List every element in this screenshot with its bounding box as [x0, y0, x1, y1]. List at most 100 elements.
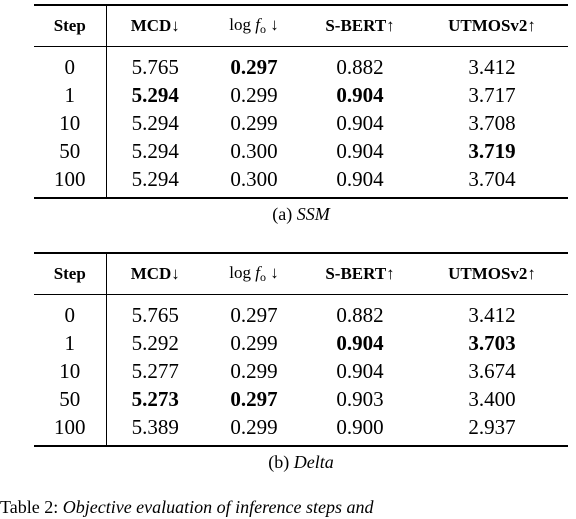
table-row: 10 5.277 0.299 0.904 3.674: [34, 357, 568, 385]
cell-sbert: 0.904: [336, 331, 384, 355]
header-utmos: UTMOSv2↑: [448, 16, 536, 35]
cell-log-f0: 0.299: [230, 359, 278, 383]
cell-step: 10: [34, 357, 107, 385]
cell-sbert: 0.903: [336, 387, 384, 411]
cell-log-f0: 0.299: [230, 111, 278, 135]
cell-utmos: 3.412: [468, 55, 516, 79]
cell-log-f0: 0.300: [230, 139, 278, 163]
table-body: 0 5.765 0.297 0.882 3.412 1 5.292 0.299 …: [34, 295, 568, 445]
header-step: Step: [34, 254, 107, 294]
cell-mcd: 5.294: [131, 111, 179, 135]
cell-step: 50: [34, 137, 107, 165]
cell-sbert: 0.904: [336, 139, 384, 163]
caption-name: Delta: [293, 452, 334, 472]
cell-mcd: 5.294: [131, 167, 179, 191]
cell-log-f0: 0.299: [230, 415, 278, 439]
cell-log-f0: 0.297: [230, 303, 278, 327]
metrics-body-table: 0 5.765 0.297 0.882 3.412 1 5.294 0.299 …: [34, 47, 569, 197]
header-log-f0-sub: o: [259, 270, 266, 284]
table-body: 0 5.765 0.297 0.882 3.412 1 5.294 0.299 …: [34, 47, 568, 197]
cell-sbert: 0.882: [336, 303, 384, 327]
cell-sbert: 0.904: [336, 359, 384, 383]
table-caption: Table 2: Objective evaluation of inferen…: [0, 497, 576, 519]
table-row: 0 5.765 0.297 0.882 3.412: [34, 47, 568, 81]
cell-log-f0: 0.300: [230, 167, 278, 191]
cell-utmos: 3.412: [468, 303, 516, 327]
table-caption-label: Table 2:: [0, 497, 59, 517]
metrics-table: Step MCD↓ log fo ↓ S-BERT↑ UTMOSv2↑: [34, 254, 568, 294]
cell-step: 100: [34, 413, 107, 445]
cell-step: 100: [34, 165, 107, 197]
cell-log-f0: 0.297: [230, 55, 278, 79]
header-sbert: S-BERT↑: [325, 264, 395, 283]
metrics-table: Step MCD↓ log fo ↓ S-BERT↑ UTMOSv2↑: [34, 6, 568, 46]
cell-step: 1: [34, 81, 107, 109]
table-mid-rule: [34, 294, 568, 295]
cell-mcd: 5.273: [131, 387, 179, 411]
cell-log-f0: 0.297: [230, 387, 278, 411]
header-row: Step MCD↓ log fo ↓ S-BERT↑ UTMOSv2↑: [34, 6, 568, 46]
table-row: 1 5.294 0.299 0.904 3.717: [34, 81, 568, 109]
table-top-rule: [34, 252, 568, 254]
cell-step: 10: [34, 109, 107, 137]
subtable-caption: (b) Delta: [34, 451, 568, 473]
cell-mcd: 5.765: [131, 55, 179, 79]
table-row: 100 5.389 0.299 0.900 2.937: [34, 413, 568, 445]
cell-mcd: 5.292: [131, 331, 179, 355]
cell-sbert: 0.882: [336, 55, 384, 79]
table-row: 10 5.294 0.299 0.904 3.708: [34, 109, 568, 137]
results-table-delta: Step MCD↓ log fo ↓ S-BERT↑ UTMOSv2↑ 0 5.…: [34, 252, 568, 473]
cell-step: 1: [34, 329, 107, 357]
results-table-ssm: Step MCD↓ log fo ↓ S-BERT↑ UTMOSv2↑ 0 5.…: [34, 4, 568, 225]
cell-utmos: 3.703: [468, 331, 516, 355]
table-row: 100 5.294 0.300 0.904 3.704: [34, 165, 568, 197]
table-row: 50 5.294 0.300 0.904 3.719: [34, 137, 568, 165]
header-step: Step: [34, 6, 107, 46]
header-log-f0: log fo ↓: [204, 254, 304, 294]
metrics-body-table: 0 5.765 0.297 0.882 3.412 1 5.292 0.299 …: [34, 295, 569, 445]
header-utmos: UTMOSv2↑: [448, 264, 536, 283]
cell-utmos: 3.719: [468, 139, 516, 163]
table-row: 1 5.292 0.299 0.904 3.703: [34, 329, 568, 357]
cell-sbert: 0.904: [336, 167, 384, 191]
cell-utmos: 3.717: [468, 83, 516, 107]
cell-utmos: 3.400: [468, 387, 516, 411]
header-mcd: MCD↓: [130, 16, 180, 35]
cell-mcd: 5.389: [131, 415, 179, 439]
header-log-f0-sub: o: [259, 22, 266, 36]
cell-sbert: 0.904: [336, 83, 384, 107]
header-log-f0-prefix: log: [229, 15, 251, 34]
cell-mcd: 5.277: [131, 359, 179, 383]
table-row: 50 5.273 0.297 0.903 3.400: [34, 385, 568, 413]
header-log-f0-var: f: [255, 15, 260, 34]
cell-step: 0: [34, 295, 107, 329]
table-caption-text: Objective evaluation of inference steps …: [62, 497, 374, 517]
header-sbert: S-BERT↑: [325, 16, 395, 35]
cell-utmos: 3.674: [468, 359, 516, 383]
table-mid-rule: [34, 46, 568, 47]
caption-name: SSM: [296, 204, 330, 224]
header-log-f0-var: f: [255, 263, 260, 282]
cell-sbert: 0.904: [336, 111, 384, 135]
cell-utmos: 2.937: [468, 415, 516, 439]
cell-step: 0: [34, 47, 107, 81]
header-log-f0-prefix: log: [229, 263, 251, 282]
subtable-caption: (a) SSM: [34, 203, 568, 225]
caption-label: (b): [268, 452, 290, 472]
header-row: Step MCD↓ log fo ↓ S-BERT↑ UTMOSv2↑: [34, 254, 568, 294]
caption-label: (a): [272, 204, 293, 224]
cell-log-f0: 0.299: [230, 83, 278, 107]
cell-mcd: 5.765: [131, 303, 179, 327]
header-log-f0-arrow: ↓: [270, 263, 279, 282]
cell-sbert: 0.900: [336, 415, 384, 439]
cell-mcd: 5.294: [131, 139, 179, 163]
table-row: 0 5.765 0.297 0.882 3.412: [34, 295, 568, 329]
cell-mcd: 5.294: [131, 83, 179, 107]
header-mcd: MCD↓: [130, 264, 180, 283]
header-log-f0-arrow: ↓: [270, 15, 279, 34]
header-log-f0: log fo ↓: [204, 6, 304, 46]
cell-utmos: 3.704: [468, 167, 516, 191]
table-bottom-rule: [34, 197, 568, 199]
table-bottom-rule: [34, 445, 568, 447]
table-top-rule: [34, 4, 568, 6]
